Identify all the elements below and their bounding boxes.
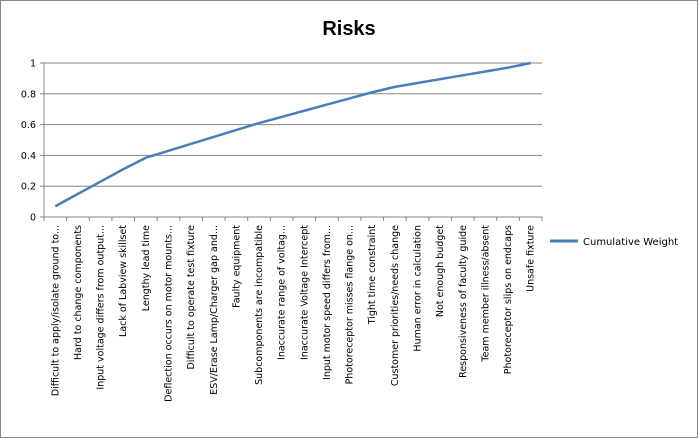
x-tick-label: Inaccurate range of voltag...	[277, 225, 288, 360]
x-tick-label: Responsiveness of faculty guide	[458, 225, 469, 378]
x-tick-label: Difficult to apply/isolate ground to...	[50, 225, 61, 396]
y-tick-labels: 0 0.2 0.4 0.6 0.8 1	[21, 59, 36, 224]
y-tick-label: 0	[30, 213, 36, 224]
x-tick-label: Deflection occurs on motor mounts...	[164, 225, 175, 402]
series-lines	[54, 61, 531, 208]
x-tick-label: Photoreceptor misses flange on...	[345, 225, 356, 384]
y-tick-label: 0.8	[21, 89, 36, 100]
x-tick-label: Lack of Labview skillset	[118, 225, 129, 337]
y-tick-label: 0.2	[21, 182, 36, 193]
x-tick-label: Not enough budget	[435, 225, 446, 317]
legend-label: Cumulative Weight	[583, 237, 678, 248]
y-tick-label: 0.4	[21, 151, 36, 162]
y-tick-label: 0.6	[21, 120, 36, 131]
axes	[40, 62, 543, 221]
x-tick-label: Difficult to operate test fixture	[186, 225, 197, 370]
legend: Cumulative Weight	[550, 237, 678, 248]
x-tick-label: Input voltage differs from output...	[96, 225, 107, 390]
series-line	[54, 61, 531, 208]
y-tick-label: 1	[30, 59, 36, 70]
x-tick-label: Customer priorities/needs change	[390, 225, 401, 386]
x-tick-label: ESV/Erase Lamp/Charger gap and...	[209, 225, 220, 395]
x-tick-label: Inaccurate Voltage Intercept	[299, 225, 310, 360]
x-tick-label: Team member illness/absent	[480, 225, 491, 363]
x-tick-label: Human error in calculation	[413, 225, 424, 352]
x-tick-label: Lengthy lead time	[141, 225, 152, 311]
x-tick-label: Subcomponents are incompatible	[254, 225, 265, 385]
x-tick-label: Photoreceptor slips on endcaps	[503, 225, 514, 374]
x-tick-label: Input motor speed differs from...	[322, 225, 333, 380]
x-tick-label: Tight time constraint	[367, 225, 378, 326]
x-tick-label: Hard to change components	[73, 225, 84, 360]
gridlines	[44, 62, 542, 187]
x-tick-labels: Difficult to apply/isolate ground to... H…	[50, 225, 536, 402]
x-tick-label: Unsafe fixture	[526, 225, 537, 292]
chart-title: Risks	[322, 18, 375, 40]
x-tick-label: Faulty equipment	[231, 225, 242, 308]
